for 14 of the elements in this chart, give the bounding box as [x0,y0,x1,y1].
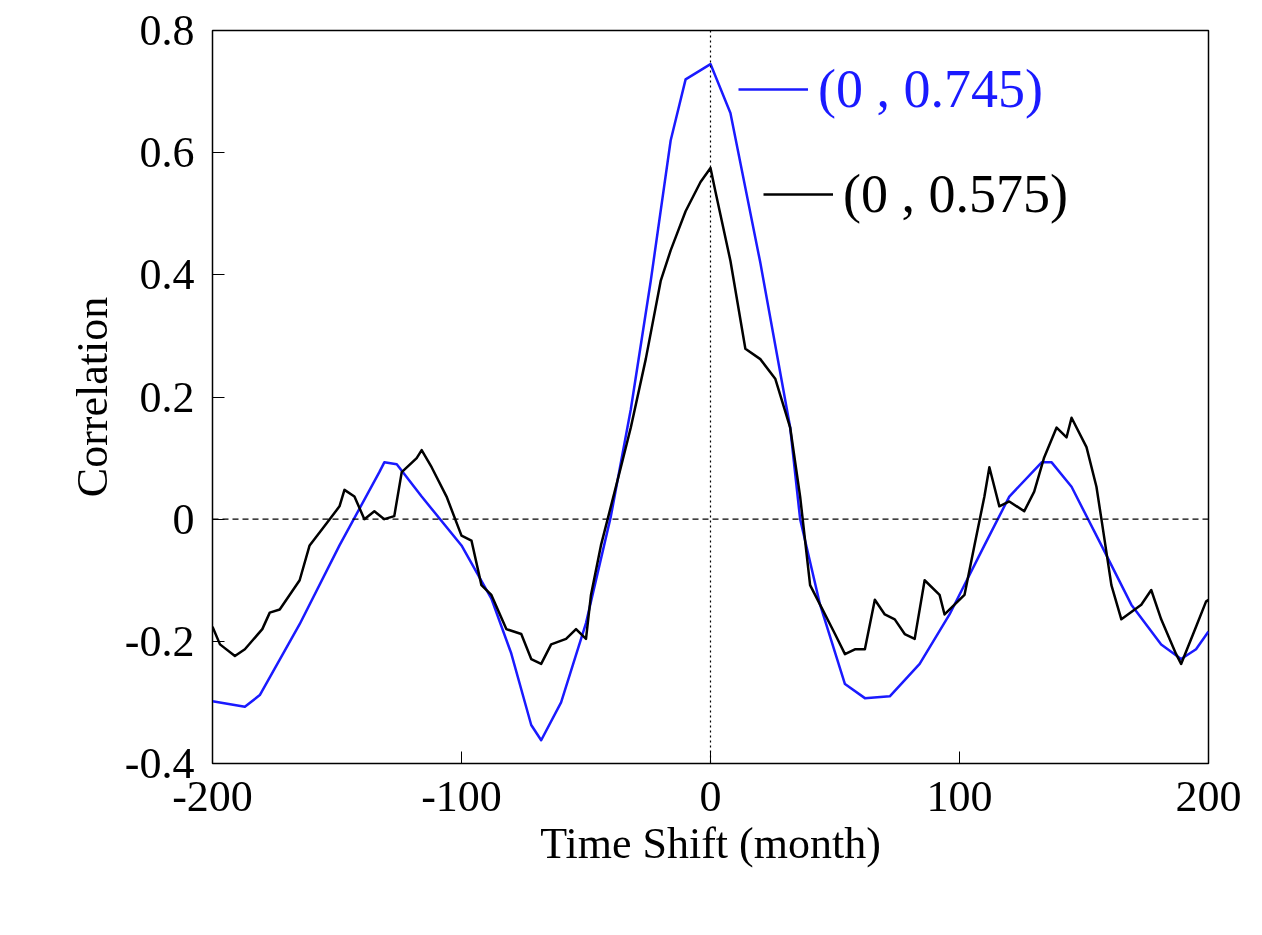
x-tick-label: -100 [421,771,502,821]
y-tick-label: 0.4 [139,250,195,300]
y-tick-label: 0.6 [139,128,195,178]
x-tick-label: 200 [1175,771,1242,821]
y-tick-label: -0.2 [124,616,195,666]
y-tick-label: 0.2 [139,372,195,422]
y-tick-label: 0.8 [139,6,195,55]
y-tick-label: 0 [172,494,195,544]
legend-label: (0 , 0.745) [818,58,1043,120]
legend-label: (0 , 0.575) [843,163,1068,225]
y-axis-title: Correlation [67,296,117,498]
x-axis-title: Time Shift (month) [540,818,881,868]
x-tick-label: 100 [926,771,993,821]
x-tick-label: 0 [699,771,722,821]
